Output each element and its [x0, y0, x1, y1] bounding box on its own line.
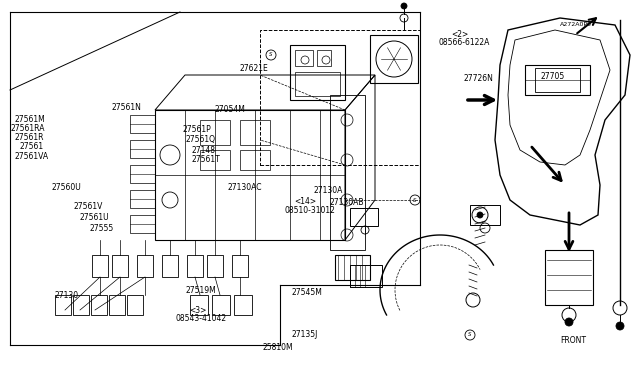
- Text: 27561R: 27561R: [14, 133, 44, 142]
- Text: 27555: 27555: [90, 224, 114, 233]
- Text: 27519M: 27519M: [186, 286, 216, 295]
- Circle shape: [401, 3, 407, 9]
- Bar: [73, 295, 89, 315]
- Text: 27130AB: 27130AB: [330, 198, 364, 207]
- Bar: [295, 72, 340, 96]
- Text: FRONT: FRONT: [560, 336, 586, 345]
- Text: 27148: 27148: [192, 146, 216, 155]
- Bar: [335, 255, 370, 280]
- Bar: [200, 120, 230, 145]
- Bar: [112, 255, 128, 277]
- Text: S: S: [269, 52, 273, 58]
- Bar: [137, 255, 153, 277]
- Text: 27561T: 27561T: [192, 155, 221, 164]
- Bar: [162, 255, 178, 277]
- Bar: [92, 255, 108, 277]
- Text: 27561VA: 27561VA: [14, 152, 48, 161]
- Bar: [295, 50, 313, 66]
- Bar: [130, 115, 155, 133]
- Bar: [127, 295, 143, 315]
- Text: 27561RA: 27561RA: [10, 124, 45, 133]
- Text: 27054M: 27054M: [214, 105, 245, 114]
- Text: 27621E: 27621E: [240, 64, 269, 73]
- Bar: [130, 215, 155, 233]
- Bar: [290, 45, 345, 100]
- Bar: [470, 205, 500, 225]
- Bar: [109, 295, 125, 315]
- Bar: [130, 165, 155, 183]
- Bar: [212, 295, 230, 315]
- Text: 08543-41042: 08543-41042: [176, 314, 227, 323]
- Bar: [545, 250, 593, 305]
- Bar: [207, 255, 223, 277]
- Bar: [200, 150, 230, 170]
- Text: 27705: 27705: [541, 72, 565, 81]
- Text: 27726N: 27726N: [464, 74, 494, 83]
- Bar: [232, 255, 248, 277]
- Text: 25810M: 25810M: [262, 343, 293, 352]
- Bar: [91, 295, 107, 315]
- Text: 27130AC: 27130AC: [227, 183, 262, 192]
- Text: 27561N: 27561N: [112, 103, 142, 112]
- Text: 27561V: 27561V: [74, 202, 103, 211]
- Bar: [187, 255, 203, 277]
- Bar: [155, 110, 345, 240]
- Bar: [525, 65, 590, 95]
- Text: 27561P: 27561P: [182, 125, 211, 134]
- Text: 27135J: 27135J: [291, 330, 317, 339]
- Text: 27130A: 27130A: [314, 186, 343, 195]
- Text: 27561: 27561: [19, 142, 44, 151]
- Circle shape: [565, 318, 573, 326]
- Text: <2>: <2>: [451, 30, 468, 39]
- Text: 27545M: 27545M: [291, 288, 322, 296]
- Text: A272A0P6: A272A0P6: [560, 22, 592, 27]
- Text: <14>: <14>: [294, 198, 317, 206]
- Bar: [535, 68, 580, 92]
- Bar: [190, 295, 208, 315]
- Bar: [240, 150, 270, 170]
- Circle shape: [616, 322, 624, 330]
- Bar: [317, 50, 331, 66]
- Text: 08510-31012: 08510-31012: [285, 206, 335, 215]
- Text: S: S: [413, 198, 417, 202]
- Bar: [370, 35, 418, 83]
- Bar: [240, 120, 270, 145]
- Text: 27561M: 27561M: [14, 115, 45, 124]
- Bar: [234, 295, 252, 315]
- Text: 27560U: 27560U: [51, 183, 81, 192]
- Text: 27130: 27130: [54, 291, 79, 300]
- Bar: [130, 140, 155, 158]
- Bar: [330, 95, 365, 250]
- Bar: [55, 295, 71, 315]
- Text: 27561Q: 27561Q: [186, 135, 216, 144]
- Text: S: S: [468, 333, 472, 337]
- Bar: [350, 265, 382, 287]
- Text: 08566-6122A: 08566-6122A: [438, 38, 490, 47]
- Text: 27561U: 27561U: [80, 213, 109, 222]
- Bar: [350, 208, 378, 226]
- Circle shape: [477, 212, 483, 218]
- Text: <3>: <3>: [189, 306, 206, 315]
- Bar: [260, 30, 420, 165]
- Bar: [130, 190, 155, 208]
